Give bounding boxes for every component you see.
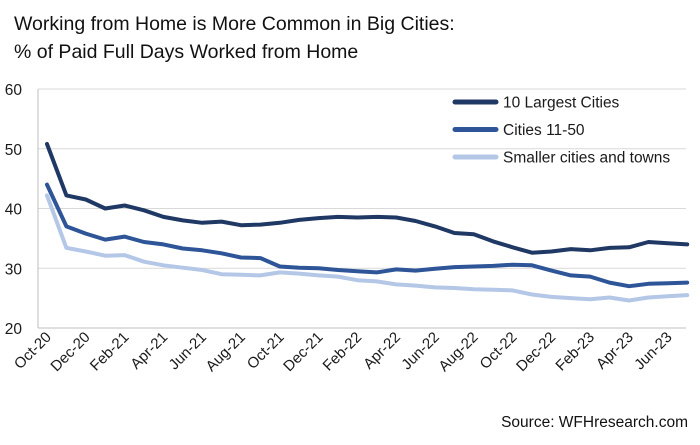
chart-title-line-1: Working from Home is More Common in Big … — [14, 13, 455, 35]
x-tick-label-Apr-22: Apr-22 — [360, 329, 404, 373]
series-line-cities-11-50 — [45, 182, 690, 289]
x-tick-label-Apr-21: Apr-21 — [127, 329, 171, 373]
x-tick-label-Feb-23: Feb-23 — [552, 329, 598, 375]
x-tick-label-Apr-23: Apr-23 — [593, 329, 637, 373]
legend: 10 Largest Cities Cities 11-50 Smaller cit… — [452, 95, 670, 167]
x-tick-label-Jun-23: Jun-23 — [631, 329, 675, 373]
x-tick-label-Oct-22: Oct-22 — [477, 329, 521, 373]
x-tick-label-Dec-21: Dec-21 — [280, 329, 326, 375]
x-tick-label-Dec-22: Dec-22 — [513, 329, 559, 375]
x-tick-label-Aug-21: Aug-21 — [203, 329, 249, 375]
y-tick-label-30: 30 — [5, 261, 23, 278]
legend-label-10-largest-cities: 10 Largest Cities — [503, 95, 620, 112]
legend-label-smaller-cities-and-towns: Smaller cities and towns — [503, 150, 670, 167]
gridlines — [38, 88, 686, 269]
x-tick-label-Feb-22: Feb-22 — [320, 329, 366, 375]
legend-label-cities-11-50: Cities 11-50 — [503, 122, 585, 139]
y-tick-label-60: 60 — [5, 82, 23, 99]
source-note: Source: WFHresearch.com — [501, 414, 688, 431]
x-tick-label-Jun-22: Jun-22 — [398, 329, 442, 373]
x-tick-label-Dec-20: Dec-20 — [47, 329, 93, 375]
y-tick-label-50: 50 — [5, 142, 23, 159]
series-lines — [45, 142, 690, 303]
series-line-smaller-cities-and-towns — [45, 193, 690, 303]
x-tick-label-Feb-21: Feb-21 — [87, 329, 133, 375]
series-line-10-largest-cities — [45, 142, 690, 255]
x-tick-label-Jun-21: Jun-21 — [166, 329, 210, 373]
y-axis-ticks: 20 30 40 50 60 — [5, 82, 23, 338]
x-tick-label-Oct-21: Oct-21 — [244, 329, 288, 373]
chart-title-line-2: % of Paid Full Days Worked from Home — [14, 41, 359, 63]
axes — [37, 89, 686, 329]
x-axis-ticks: Oct-20Dec-20Feb-21Apr-21Jun-21Aug-21Oct-… — [11, 329, 676, 375]
y-tick-label-20: 20 — [5, 321, 23, 338]
y-tick-label-40: 40 — [5, 202, 23, 219]
x-tick-label-Aug-22: Aug-22 — [435, 329, 481, 375]
